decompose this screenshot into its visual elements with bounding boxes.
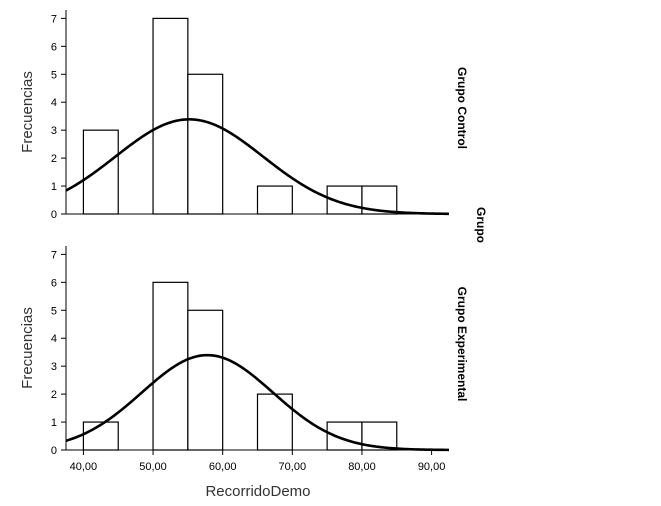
y-tick-label: 7 (51, 13, 57, 25)
histogram-bar (152, 17, 189, 215)
y-tick-label: 6 (51, 277, 57, 289)
histogram-bar (82, 129, 119, 215)
histogram-bar (187, 73, 224, 215)
y-tick-label: 0 (51, 445, 57, 457)
histogram-bar (187, 309, 224, 451)
x-tick-label: 80,00 (348, 461, 376, 473)
x-tick-label: 50,00 (139, 461, 167, 473)
panel-label: Grupo Experimental (455, 287, 469, 402)
histogram-bar (152, 281, 189, 451)
x-tick-label: 60,00 (209, 461, 237, 473)
panel-label: Grupo Control (455, 67, 469, 149)
x-axis-title: RecorridoDemo (205, 483, 310, 500)
y-tick-label: 3 (51, 125, 57, 137)
y-tick-label: 4 (51, 333, 57, 345)
y-tick-label: 6 (51, 41, 57, 53)
normal-curve (65, 353, 450, 452)
x-tick-label: 90,00 (418, 461, 446, 473)
y-tick-label: 4 (51, 97, 57, 109)
y-tick-label: 0 (51, 209, 57, 221)
x-tick-label: 70,00 (279, 461, 307, 473)
normal-curve (65, 118, 450, 216)
y-tick-label: 7 (51, 249, 57, 261)
panels-layer: 0 1 2 3 4 5 6 7 Frecuencias Grupo Control 0 1 2 3 4 5 6 7… (19, 10, 469, 473)
group-label: Grupo (474, 207, 488, 243)
y-tick-label: 2 (51, 389, 57, 401)
y-axis-title: Frecuencias (19, 307, 36, 389)
histogram-bar (256, 185, 293, 215)
y-tick-label: 3 (51, 361, 57, 373)
panel-control: 0 1 2 3 4 5 6 7 Frecuencias Grupo Control (19, 10, 469, 221)
y-tick-label: 2 (51, 153, 57, 165)
y-tick-label: 1 (51, 181, 57, 193)
y-tick-label: 5 (51, 69, 57, 81)
histogram-bar (82, 421, 119, 451)
y-axis-title: Frecuencias (19, 71, 36, 153)
histogram-bar (256, 393, 293, 451)
y-tick-label: 1 (51, 417, 57, 429)
x-tick-label: 40,00 (70, 461, 98, 473)
y-tick-label: 5 (51, 305, 57, 317)
panel-experimental: 0 1 2 3 4 5 6 7 Frecuencias Grupo Experimental (19, 246, 469, 457)
